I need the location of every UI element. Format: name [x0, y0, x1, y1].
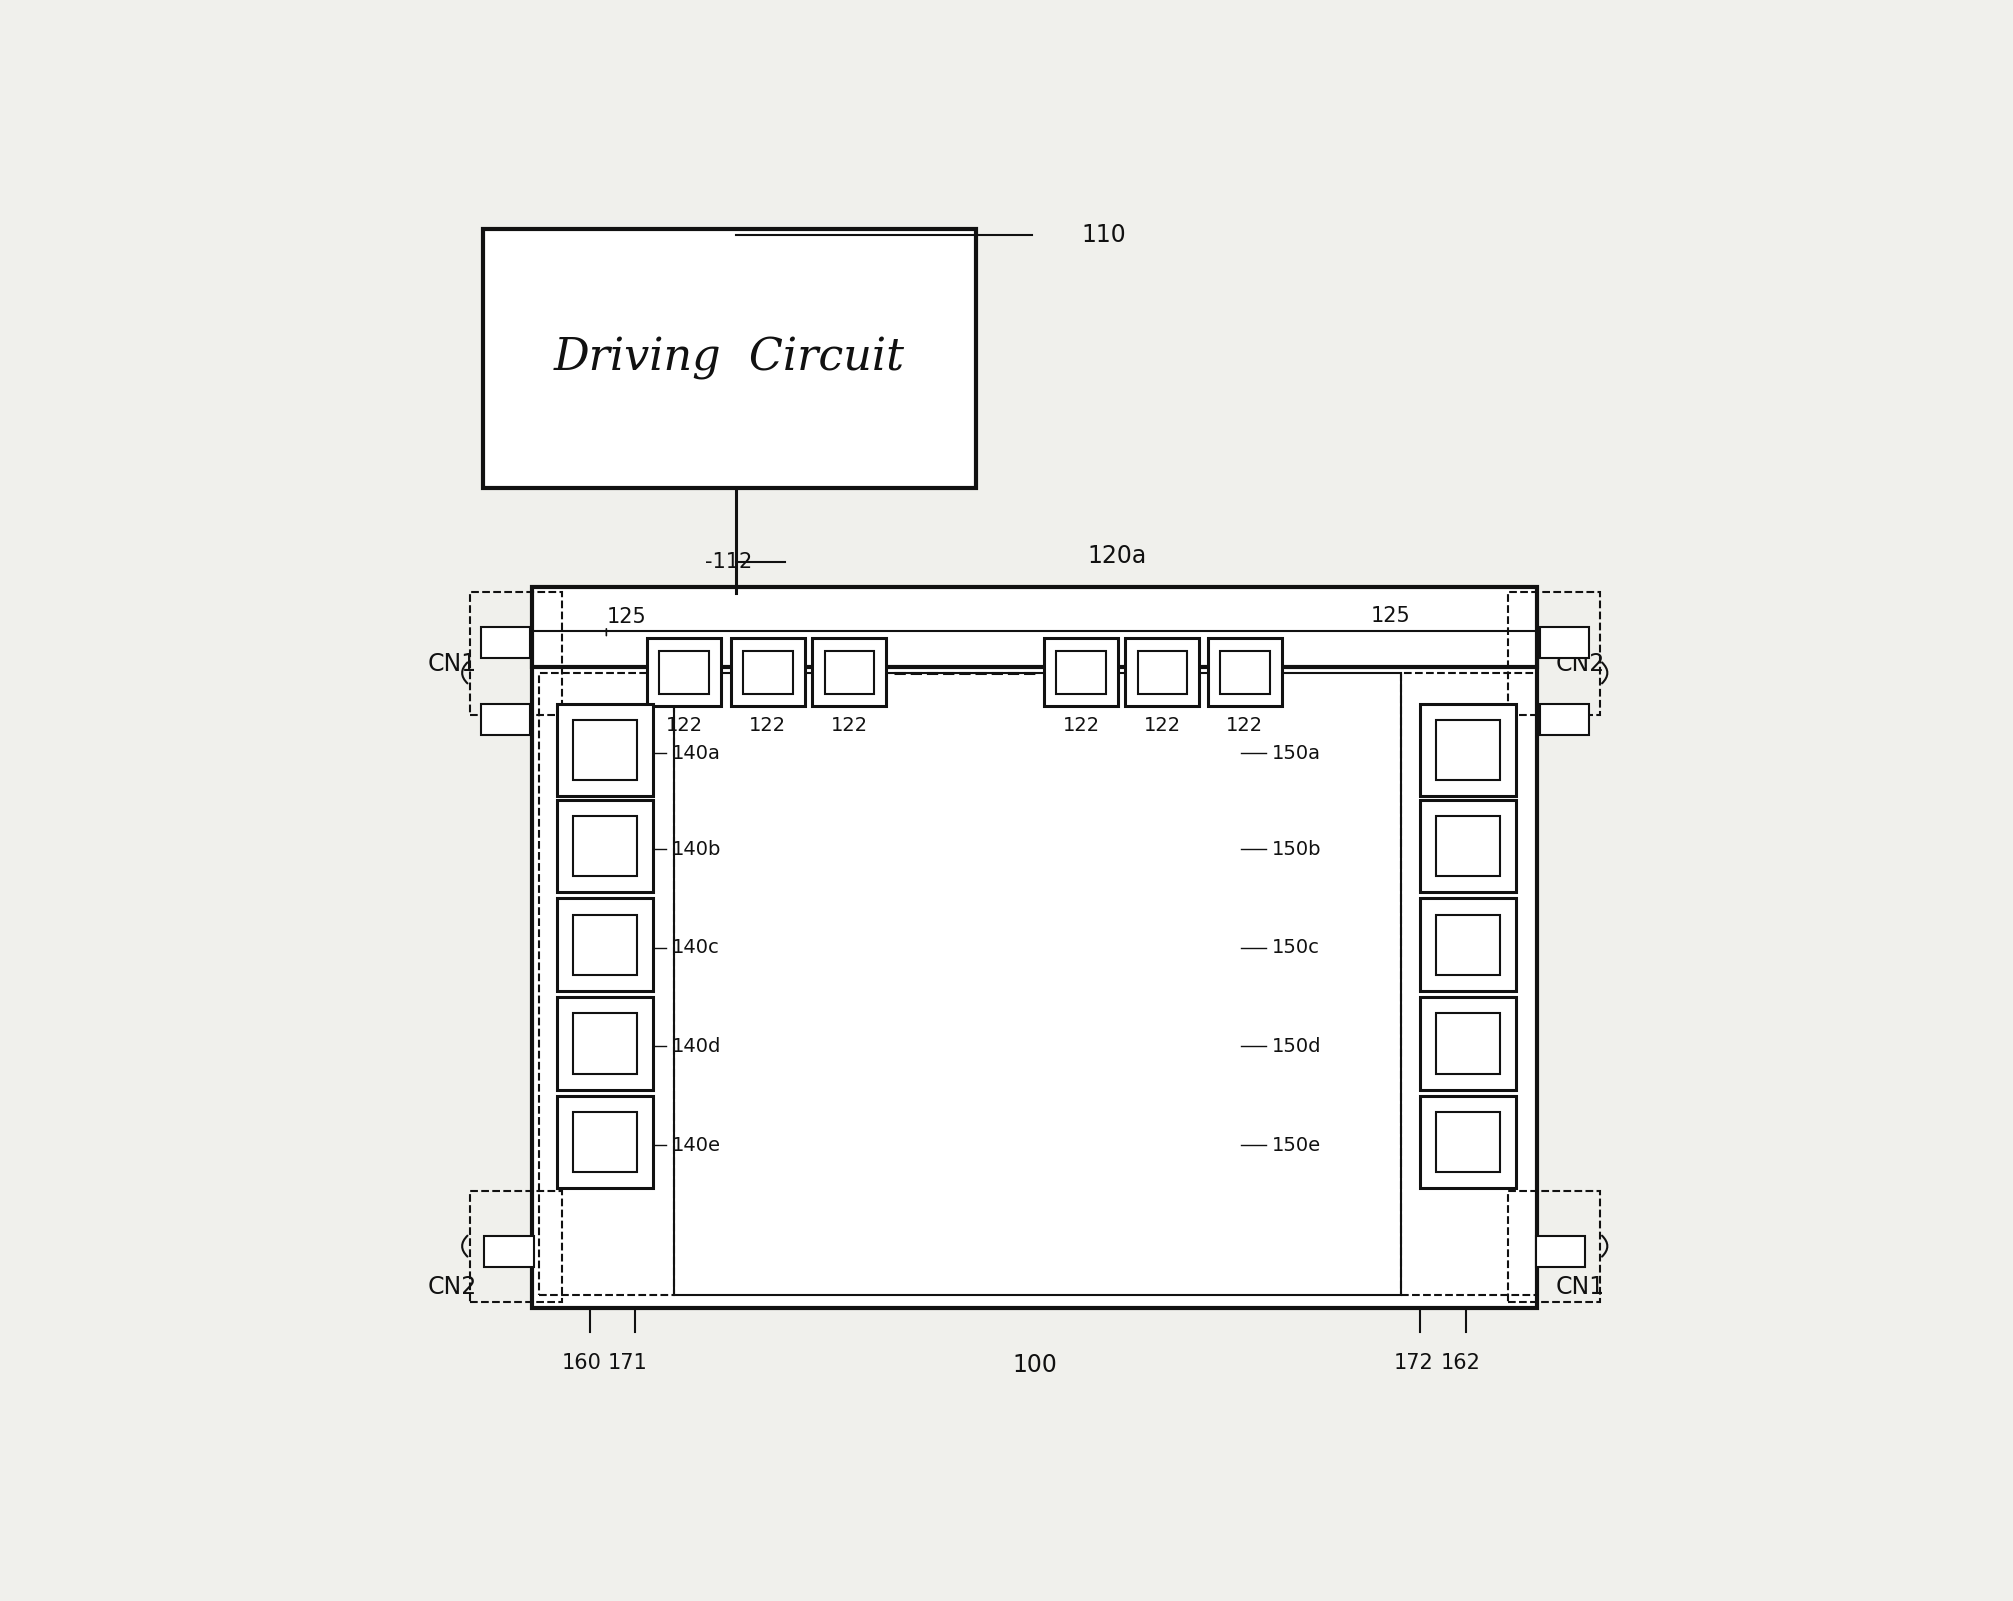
- Bar: [1057, 650, 1105, 693]
- Text: 125: 125: [606, 607, 646, 628]
- Bar: [1137, 650, 1188, 693]
- Bar: [1435, 914, 1500, 975]
- Text: 140e: 140e: [672, 1135, 721, 1154]
- Bar: [743, 650, 793, 693]
- Text: 150a: 150a: [1272, 743, 1321, 762]
- Bar: [1508, 591, 1600, 714]
- Bar: [539, 672, 674, 1295]
- Text: 162: 162: [1441, 1353, 1482, 1374]
- Bar: [558, 997, 652, 1090]
- Bar: [1435, 817, 1500, 876]
- Bar: [531, 661, 1538, 1308]
- Bar: [1419, 997, 1516, 1090]
- Bar: [1208, 639, 1282, 706]
- Text: Driving  Circuit: Driving Circuit: [554, 336, 906, 379]
- Bar: [481, 704, 529, 735]
- Bar: [574, 1111, 638, 1172]
- Bar: [1220, 650, 1270, 693]
- Text: 122: 122: [831, 716, 868, 735]
- Bar: [825, 650, 874, 693]
- Bar: [1536, 1236, 1584, 1266]
- Bar: [1419, 898, 1516, 991]
- Text: 140b: 140b: [672, 839, 721, 858]
- Bar: [1419, 1095, 1516, 1188]
- Text: CN1: CN1: [427, 652, 477, 676]
- Text: 150d: 150d: [1272, 1037, 1323, 1057]
- Text: 140a: 140a: [672, 743, 721, 762]
- Text: 125: 125: [1371, 607, 1411, 626]
- Text: -112: -112: [705, 552, 753, 572]
- Text: 160: 160: [562, 1353, 602, 1374]
- Bar: [558, 800, 652, 892]
- Text: 150b: 150b: [1272, 839, 1323, 858]
- Bar: [1540, 628, 1588, 658]
- Text: CN2: CN2: [1556, 652, 1604, 676]
- Bar: [531, 586, 1538, 666]
- Bar: [1435, 1111, 1500, 1172]
- Text: 140c: 140c: [672, 938, 719, 957]
- Text: 150e: 150e: [1272, 1135, 1321, 1154]
- Bar: [1540, 704, 1588, 735]
- Text: 122: 122: [666, 716, 703, 735]
- Bar: [811, 639, 886, 706]
- Text: 150c: 150c: [1272, 938, 1321, 957]
- Bar: [1401, 672, 1538, 1295]
- Bar: [1419, 704, 1516, 796]
- Bar: [574, 1013, 638, 1074]
- Bar: [558, 1095, 652, 1188]
- Bar: [1045, 639, 1117, 706]
- Text: 172: 172: [1393, 1353, 1433, 1374]
- Bar: [469, 591, 562, 714]
- Bar: [1435, 1013, 1500, 1074]
- Text: 120a: 120a: [1087, 544, 1145, 568]
- Bar: [1125, 639, 1200, 706]
- Text: CN2: CN2: [427, 1274, 477, 1298]
- Text: 122: 122: [1226, 716, 1264, 735]
- Bar: [483, 229, 976, 488]
- Text: CN1: CN1: [1556, 1274, 1604, 1298]
- Text: 100: 100: [1013, 1353, 1057, 1377]
- Text: 122: 122: [1143, 716, 1182, 735]
- Bar: [558, 898, 652, 991]
- Bar: [1419, 800, 1516, 892]
- Bar: [485, 1236, 533, 1266]
- Bar: [731, 639, 805, 706]
- Text: 171: 171: [608, 1353, 648, 1374]
- Bar: [574, 720, 638, 780]
- Text: 122: 122: [1063, 716, 1099, 735]
- Text: 140d: 140d: [672, 1037, 721, 1057]
- Text: 110: 110: [1081, 223, 1125, 247]
- Bar: [674, 672, 1401, 1295]
- Bar: [646, 639, 721, 706]
- Bar: [558, 704, 652, 796]
- Bar: [660, 650, 709, 693]
- Bar: [1508, 1191, 1600, 1302]
- Bar: [574, 817, 638, 876]
- Bar: [481, 628, 529, 658]
- Bar: [574, 914, 638, 975]
- Bar: [1435, 720, 1500, 780]
- Text: 122: 122: [749, 716, 787, 735]
- Bar: [469, 1191, 562, 1302]
